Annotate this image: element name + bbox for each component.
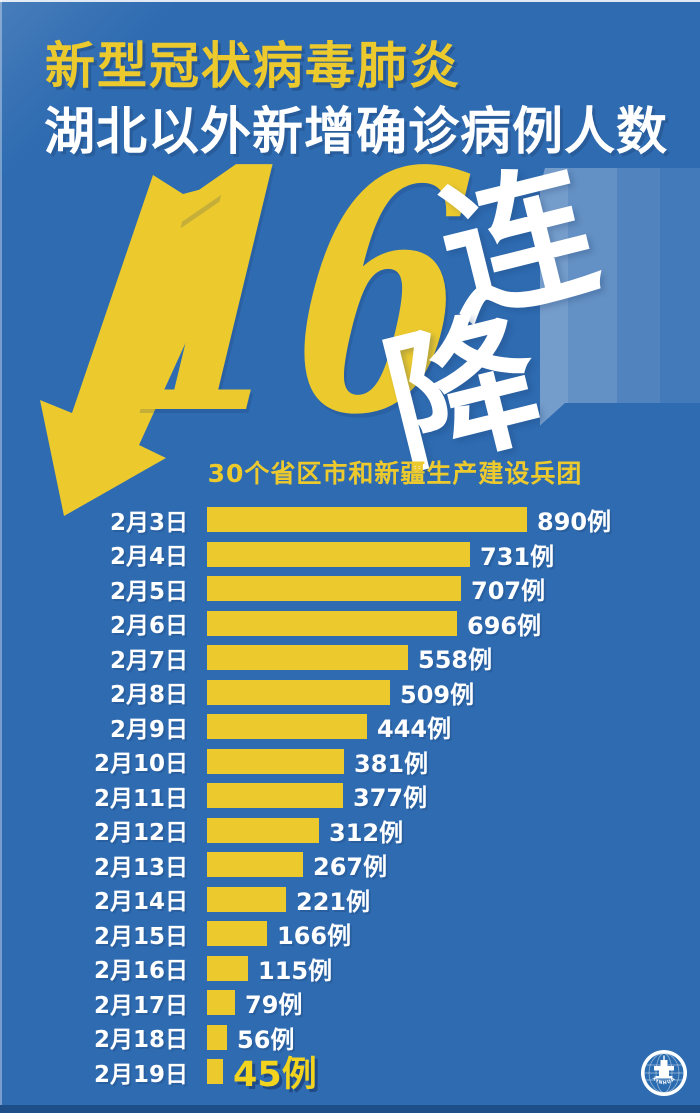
chart-row: 2月9日 444例 xyxy=(0,714,700,743)
date-label: 2月11日 xyxy=(93,785,188,812)
bar xyxy=(207,748,344,774)
bar xyxy=(207,1059,223,1084)
bar xyxy=(207,679,390,705)
chart-title: 30个省区市和新疆生产建设兵团 xyxy=(207,459,583,488)
value-label: 221例 xyxy=(296,887,371,916)
chart-row: 2月7日 558例 xyxy=(0,645,700,674)
value-label: 115例 xyxy=(258,956,333,985)
bar xyxy=(207,1024,227,1050)
chart-row: 2月17日 79例 xyxy=(0,990,700,1019)
date-label: 2月3日 xyxy=(109,509,188,536)
value-label: 707例 xyxy=(471,577,546,605)
date-label: 2月13日 xyxy=(93,854,188,881)
chart-row: 2月16日 115例 xyxy=(0,955,700,985)
value-label: 377例 xyxy=(353,784,428,812)
poster-subtitle: 湖北以外新增确诊病例人数 xyxy=(44,103,669,162)
bar xyxy=(207,576,461,601)
value-label: 166例 xyxy=(277,922,352,950)
date-label: 2月15日 xyxy=(93,923,188,950)
bar xyxy=(207,852,303,877)
date-label: 2月12日 xyxy=(93,820,188,846)
date-label: 2月7日 xyxy=(109,647,188,674)
bar xyxy=(207,990,235,1015)
value-label: 558例 xyxy=(418,646,493,674)
top-edge-line xyxy=(0,0,700,2)
date-label: 2月8日 xyxy=(109,682,188,708)
bar xyxy=(207,783,343,808)
date-label: 2月4日 xyxy=(109,544,188,570)
bar xyxy=(207,921,267,946)
chart-row: 2月4日 731例 xyxy=(0,541,700,571)
bar xyxy=(207,817,319,843)
left-edge-line xyxy=(0,0,2,1113)
chart-row: 2月18日 56例 xyxy=(0,1024,700,1054)
chart-row: 2月8日 509例 xyxy=(0,679,700,709)
bar-chart: 2月3日 890例 2月4日 731例 2月5日 707例 2月6日 696例 2月7日 558例… xyxy=(0,507,700,1095)
xinhua-logo: XINHUA xyxy=(641,1050,687,1096)
date-label: 2月17日 xyxy=(93,992,188,1019)
date-label: 2月5日 xyxy=(109,578,188,605)
chart-row: 2月15日 166例 xyxy=(0,921,700,950)
bottom-edge-strip xyxy=(0,1105,700,1113)
chart-row: 2月19日 45例 xyxy=(0,1055,700,1095)
value-label: 312例 xyxy=(329,818,404,847)
chart-row: 2月3日 890例 xyxy=(0,507,700,536)
value-label: 696例 xyxy=(467,611,542,640)
date-label: 2月6日 xyxy=(109,613,188,639)
bar xyxy=(207,507,527,532)
date-label: 2月14日 xyxy=(93,889,188,915)
bar xyxy=(207,955,248,981)
date-label: 2月16日 xyxy=(93,958,188,984)
date-label: 2月18日 xyxy=(93,1027,188,1053)
bar xyxy=(207,714,367,739)
value-label: 731例 xyxy=(480,542,555,571)
chart-row: 2月14日 221例 xyxy=(0,886,700,916)
value-label: 444例 xyxy=(377,715,452,743)
value-label: 890例 xyxy=(537,508,612,536)
value-label: 509例 xyxy=(400,680,475,709)
bar xyxy=(207,886,286,912)
tower-icon xyxy=(654,1055,674,1079)
value-label: 381例 xyxy=(354,749,429,778)
value-label: 56例 xyxy=(237,1025,295,1054)
date-label: 2月19日 xyxy=(93,1061,188,1088)
poster-title: 新型冠状病毒肺炎 xyxy=(45,37,461,95)
chart-row: 2月11日 377例 xyxy=(0,783,700,812)
value-label: 267例 xyxy=(313,853,388,881)
date-label: 2月10日 xyxy=(93,751,188,777)
chart-row: 2月12日 312例 xyxy=(0,817,700,847)
bar xyxy=(207,645,408,670)
chart-row: 2月5日 707例 xyxy=(0,576,700,605)
chart-row: 2月6日 696例 xyxy=(0,610,700,640)
value-label: 79例 xyxy=(245,991,303,1019)
value-label: 45例 xyxy=(233,1055,317,1095)
chart-row: 2月13日 267例 xyxy=(0,852,700,881)
chart-row: 2月10日 381例 xyxy=(0,748,700,778)
bar xyxy=(207,610,457,636)
date-label: 2月9日 xyxy=(109,716,188,743)
bar xyxy=(207,541,470,567)
